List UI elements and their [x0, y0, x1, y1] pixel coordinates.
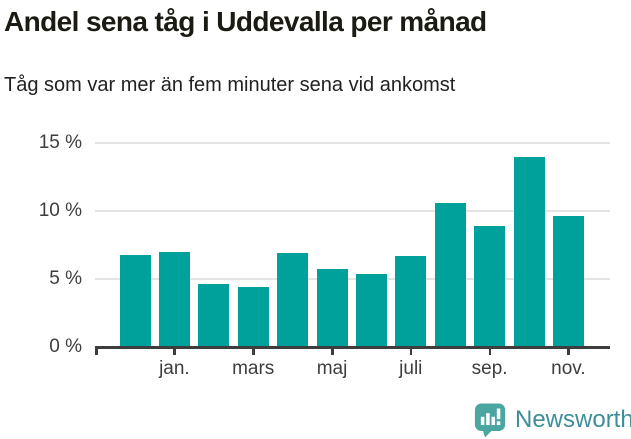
- bar: [434, 203, 466, 347]
- bar: [316, 269, 348, 347]
- brand-name: Newsworthy: [515, 406, 631, 433]
- brand-footer: Newsworthy: [474, 402, 631, 438]
- bar: [198, 284, 230, 347]
- bar: [355, 274, 387, 347]
- x-axis-tick: [173, 346, 176, 355]
- y-gridline: [95, 142, 610, 144]
- y-gridline: [95, 210, 610, 212]
- x-axis-tick: [567, 346, 570, 355]
- x-axis-label: maj: [316, 358, 348, 379]
- x-axis-label: juli: [399, 358, 423, 379]
- bar-chart-speech-bubble-icon: [474, 403, 506, 438]
- bar: [237, 287, 269, 347]
- bar: [277, 253, 309, 347]
- chart-title: Andel sena tåg i Uddevalla per månad: [4, 6, 487, 37]
- bar: [119, 255, 151, 347]
- bar: [513, 157, 545, 347]
- bar: [395, 256, 427, 347]
- x-axis-tick: [252, 346, 255, 355]
- y-axis-label: 0 %: [49, 336, 82, 357]
- bar: [158, 252, 190, 347]
- y-axis-label: 10 %: [38, 200, 82, 221]
- y-axis-label: 15 %: [38, 132, 82, 153]
- y-axis-label: 5 %: [49, 268, 82, 289]
- x-axis-tick: [409, 346, 413, 355]
- x-axis-line: [95, 346, 610, 349]
- bar: [552, 216, 584, 347]
- x-axis-label: sep.: [471, 358, 508, 379]
- chart-subtitle: Tåg som var mer än fem minuter sena vid …: [4, 74, 456, 96]
- bar: [474, 226, 506, 347]
- x-axis-tick: [331, 346, 334, 355]
- x-axis-label: mars: [232, 358, 275, 379]
- x-axis-label: jan.: [159, 358, 190, 379]
- x-axis-label: nov.: [551, 358, 586, 379]
- x-axis-tick: [95, 346, 98, 355]
- y-gridline: [95, 278, 610, 280]
- x-axis-tick: [488, 346, 492, 355]
